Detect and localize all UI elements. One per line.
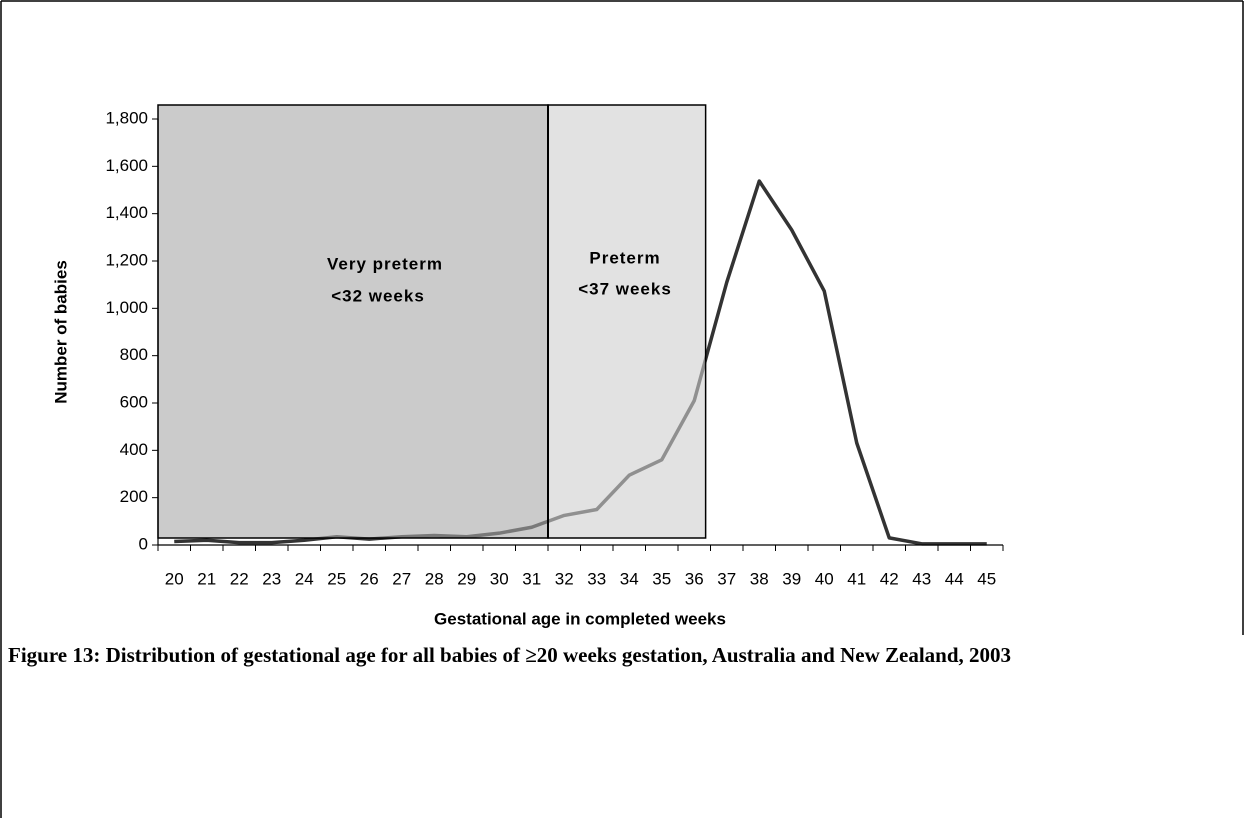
x-tick-label: 44 <box>945 569 964 588</box>
y-tick-label: 600 <box>120 392 148 411</box>
x-tick-label: 36 <box>685 569 704 588</box>
y-tick-label: 1,000 <box>105 298 148 317</box>
x-tick-label: 38 <box>750 569 769 588</box>
x-tick-label: 39 <box>782 569 801 588</box>
x-tick-label: 40 <box>815 569 834 588</box>
x-tick-label: 21 <box>197 569 216 588</box>
y-tick-label: 0 <box>139 534 148 553</box>
x-tick-label: 23 <box>262 569 281 588</box>
x-tick-label: 35 <box>652 569 671 588</box>
y-tick-label: 400 <box>120 440 148 459</box>
x-tick-label: 22 <box>230 569 249 588</box>
x-tick-label: 24 <box>295 569 314 588</box>
x-tick-label: 30 <box>490 569 509 588</box>
preterm-region <box>547 104 707 539</box>
x-tick-label: 33 <box>587 569 606 588</box>
x-tick-label: 43 <box>912 569 931 588</box>
x-tick-label: 34 <box>620 569 639 588</box>
x-tick-label: 28 <box>425 569 444 588</box>
x-tick-label: 27 <box>392 569 411 588</box>
y-tick-label: 1,200 <box>105 250 148 269</box>
annotation: <37 weeks <box>578 279 672 298</box>
x-tick-label: 37 <box>717 569 736 588</box>
x-tick-label: 31 <box>522 569 541 588</box>
caption: Figure 13: Distribution of gestational a… <box>8 643 1012 667</box>
y-tick-label: 800 <box>120 345 148 364</box>
annotation: <32 weeks <box>331 286 425 305</box>
x-axis-title: Gestational age in completed weeks <box>434 609 726 628</box>
y-axis-title: Number of babies <box>51 260 70 404</box>
x-tick-label: 42 <box>880 569 899 588</box>
y-tick-label: 200 <box>120 487 148 506</box>
annotation: Preterm <box>589 248 660 267</box>
x-tick-label: 29 <box>457 569 476 588</box>
very-preterm-region <box>157 104 549 539</box>
y-tick-label: 1,600 <box>105 156 148 175</box>
x-tick-label: 20 <box>165 569 184 588</box>
x-tick-label: 26 <box>360 569 379 588</box>
x-tick-label: 32 <box>555 569 574 588</box>
x-tick-label: 45 <box>977 569 996 588</box>
x-tick-label: 41 <box>847 569 866 588</box>
y-tick-label: 1,800 <box>105 108 148 127</box>
x-tick-label: 25 <box>327 569 346 588</box>
y-tick-label: 1,400 <box>105 203 148 222</box>
annotation: Very preterm <box>327 254 443 273</box>
